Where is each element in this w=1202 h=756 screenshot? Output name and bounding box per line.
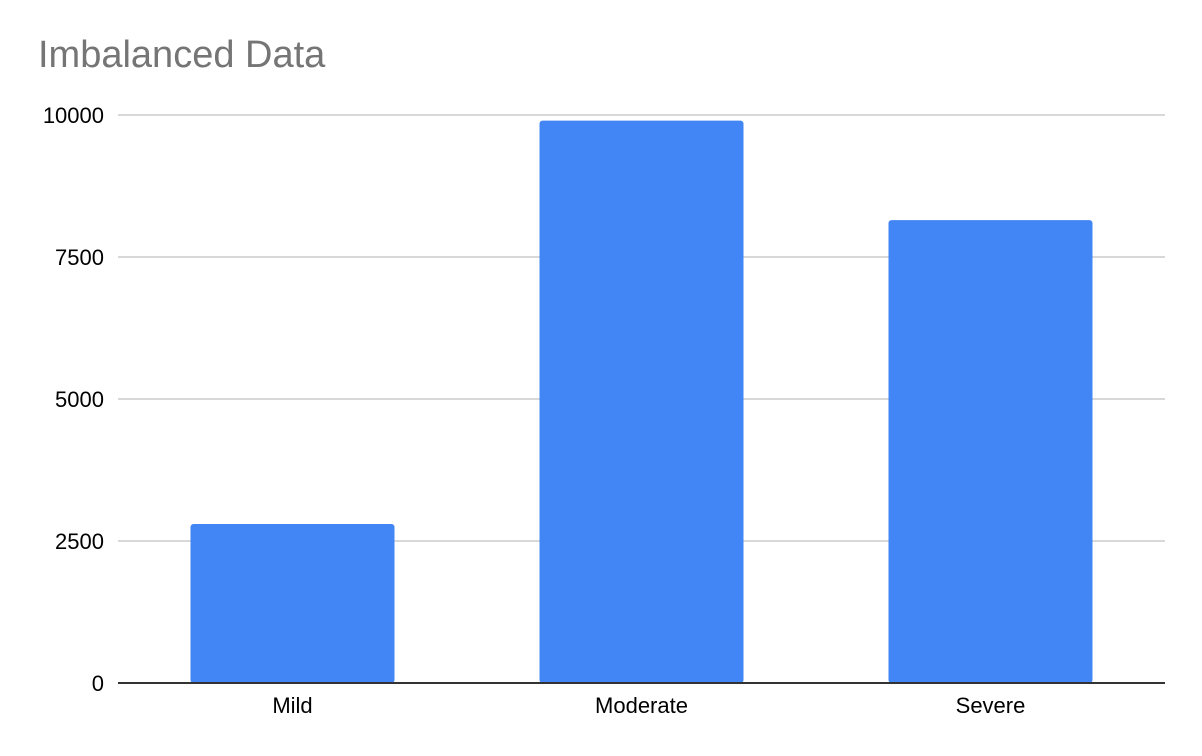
y-tick-label: 0 xyxy=(92,671,104,696)
x-tick-label: Mild xyxy=(272,693,312,718)
x-axis-ticks: Mild Moderate Severe xyxy=(272,693,1025,718)
y-axis-ticks: 0 2500 5000 7500 10000 xyxy=(43,103,104,696)
y-tick-label: 10000 xyxy=(43,103,104,128)
x-tick-label: Moderate xyxy=(595,693,688,718)
x-tick-label: Severe xyxy=(956,693,1026,718)
y-tick-label: 5000 xyxy=(55,387,104,412)
y-tick-label: 2500 xyxy=(55,529,104,554)
bar-moderate xyxy=(539,120,744,684)
bars xyxy=(190,120,1093,684)
bar-mild xyxy=(190,523,395,683)
bar-severe xyxy=(888,220,1093,683)
y-tick-label: 7500 xyxy=(55,245,104,270)
chart-title: Imbalanced Data xyxy=(38,34,326,76)
